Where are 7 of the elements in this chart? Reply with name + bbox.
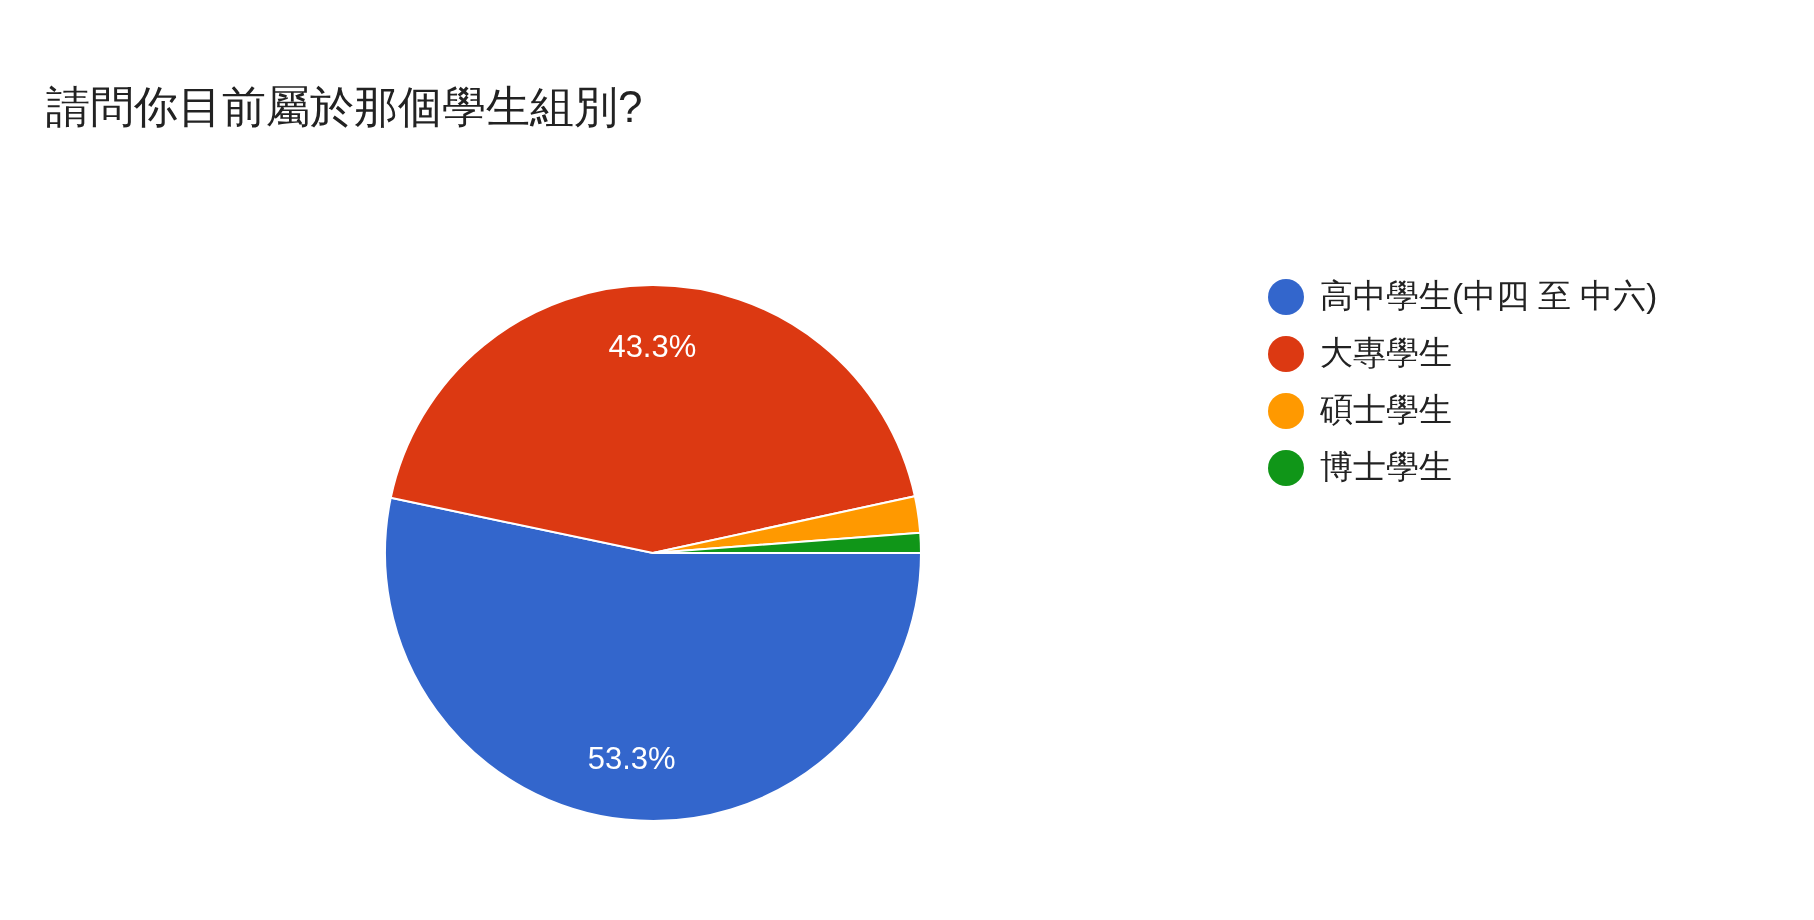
legend-label: 博士學生 <box>1320 447 1452 487</box>
data-label: 43.3% <box>608 329 697 365</box>
chart-title: 請問你目前屬於那個學生組別? <box>45 81 644 133</box>
legend-label: 大專學生 <box>1320 333 1452 373</box>
legend-label: 碩士學生 <box>1320 390 1452 430</box>
data-label: 53.3% <box>587 740 676 776</box>
legend-label: 高中學生(中四 至 中六) <box>1320 276 1658 316</box>
